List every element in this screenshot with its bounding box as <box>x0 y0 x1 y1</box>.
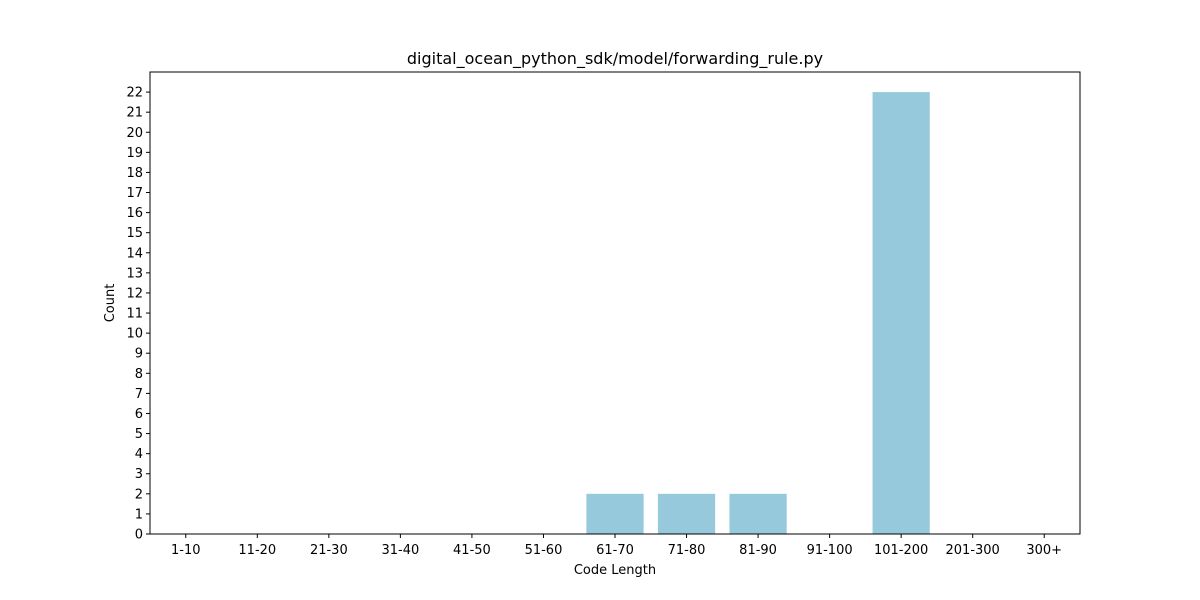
x-tick-label: 201-300 <box>946 543 1000 558</box>
x-tick-label: 91-100 <box>807 543 853 558</box>
y-tick-label: 21 <box>126 106 143 121</box>
bar-81-90 <box>729 493 787 534</box>
bar-61-70 <box>586 493 644 534</box>
y-tick-label: 7 <box>135 387 143 402</box>
y-tick-label: 3 <box>135 467 143 482</box>
y-tick-label: 16 <box>126 206 143 221</box>
y-axis-label: Count <box>103 284 118 323</box>
x-tick-label: 61-70 <box>596 543 634 558</box>
y-tick-label: 11 <box>126 307 143 322</box>
chart-title: digital_ocean_python_sdk/model/forwardin… <box>407 49 823 69</box>
x-tick-label: 41-50 <box>453 543 491 558</box>
x-tick-label: 21-30 <box>310 543 348 558</box>
x-tick-label: 101-200 <box>874 543 928 558</box>
y-tick-label: 19 <box>126 146 143 161</box>
y-tick-label: 18 <box>126 166 143 181</box>
y-tick-label: 9 <box>135 347 143 362</box>
y-tick-label: 1 <box>135 507 143 522</box>
plot-frame <box>149 71 1081 535</box>
y-tick-label: 6 <box>135 407 143 422</box>
y-tick-label: 17 <box>126 186 143 201</box>
y-tick-label: 2 <box>135 487 143 502</box>
y-tick-label: 8 <box>135 367 143 382</box>
x-tick-label: 31-40 <box>381 543 419 558</box>
bar-71-80 <box>657 493 716 534</box>
x-tick-label: 1-10 <box>171 543 201 558</box>
y-tick-label: 10 <box>126 327 143 342</box>
y-tick-label: 0 <box>135 528 143 543</box>
y-tick-label: 12 <box>126 286 143 301</box>
bar-101-200 <box>872 92 930 534</box>
x-tick-label: 51-60 <box>525 543 563 558</box>
x-tick-label: 71-80 <box>668 543 706 558</box>
y-tick-label: 13 <box>126 266 143 281</box>
x-axis-label: Code Length <box>574 563 656 578</box>
y-tick-label: 5 <box>135 427 143 442</box>
x-tick-label: 11-20 <box>238 543 276 558</box>
y-tick-label: 4 <box>135 447 143 462</box>
y-tick-label: 14 <box>126 246 143 261</box>
bars-group <box>586 92 930 534</box>
y-tick-label: 20 <box>126 126 143 141</box>
x-tick-label: 81-90 <box>739 543 777 558</box>
y-tick-label: 22 <box>126 86 143 101</box>
x-tick-label: 300+ <box>1026 543 1062 558</box>
y-tick-label: 15 <box>126 226 143 241</box>
x-axis-ticks: 1-10 11-20 21-30 31-40 41-50 51-60 61-70 71-80 8… <box>171 534 1062 558</box>
